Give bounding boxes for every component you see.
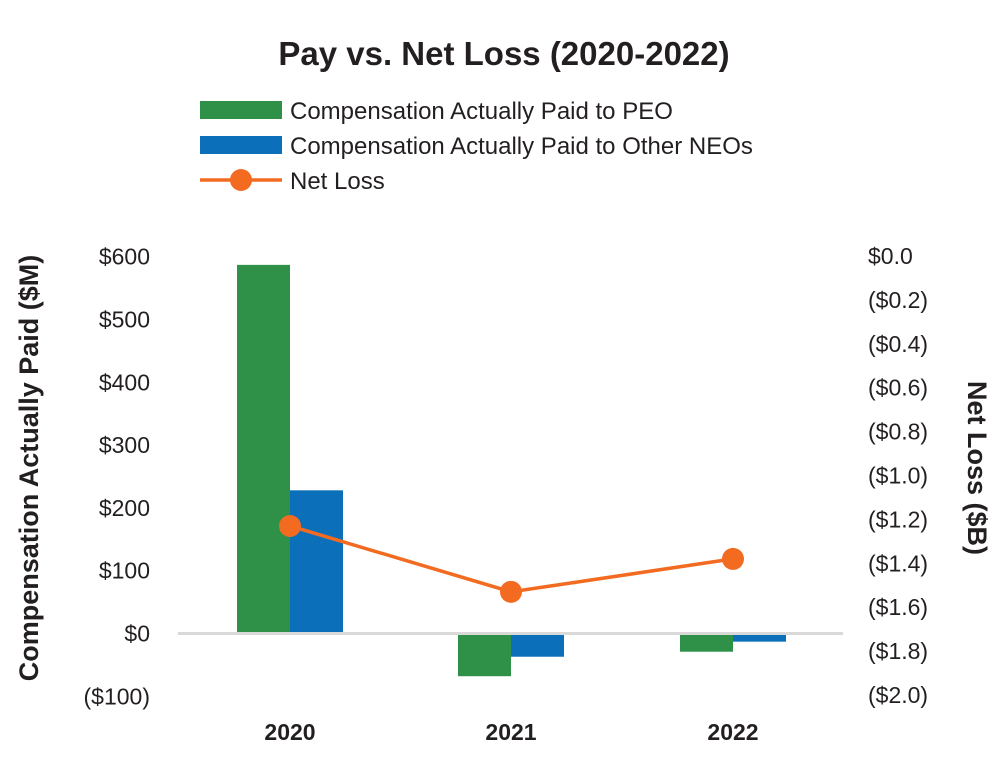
right-tick-label: ($2.0)	[868, 682, 928, 708]
right-tick-label: ($1.2)	[868, 506, 928, 532]
left-axis-title: Compensation Actually Paid ($M)	[14, 255, 44, 682]
legend-swatch	[200, 101, 282, 119]
right-tick-label: ($0.2)	[868, 287, 928, 313]
legend-swatch	[200, 136, 282, 154]
right-tick-label: ($1.4)	[868, 550, 928, 576]
right-tick-label: ($1.8)	[868, 638, 928, 664]
other-neos-bar	[733, 633, 786, 642]
category-label: 2020	[264, 719, 315, 745]
right-tick-label: $0.0	[868, 243, 913, 269]
net-loss-line	[279, 514, 744, 603]
left-tick-label: $400	[99, 369, 150, 395]
other-neos-bar	[290, 490, 343, 634]
legend-label: Compensation Actually Paid to Other NEOs	[290, 133, 753, 160]
left-axis-ticks: $600 $500 $400 $300 $200 $100 $0 ($100)	[84, 244, 150, 710]
right-tick-label: ($0.4)	[868, 331, 928, 357]
left-tick-label: $200	[99, 495, 150, 521]
net-loss-point	[500, 580, 522, 603]
peo-bar	[458, 633, 511, 677]
legend-label: Net Loss	[290, 168, 385, 195]
legend-marker	[230, 169, 252, 191]
left-tick-label: $600	[99, 244, 150, 270]
chart-title: Pay vs. Net Loss (2020-2022)	[278, 35, 729, 72]
left-tick-label: ($100)	[84, 683, 150, 709]
right-tick-label: ($1.6)	[868, 594, 928, 620]
net-loss-point	[722, 547, 744, 570]
left-tick-label: $0	[124, 621, 150, 647]
right-tick-label: ($1.0)	[868, 463, 928, 489]
category-label: 2021	[485, 719, 536, 745]
peo-bar	[237, 264, 290, 634]
peo-bar	[680, 633, 733, 652]
left-tick-label: $100	[99, 558, 150, 584]
legend-label: Compensation Actually Paid to PEO	[290, 98, 673, 125]
left-tick-label: $500	[99, 307, 150, 333]
other-neos-bar	[511, 633, 564, 657]
legend: Compensation Actually Paid to PEO Compens…	[200, 98, 753, 195]
left-tick-label: $300	[99, 432, 150, 458]
category-label: 2022	[707, 719, 758, 745]
category-labels: 2020 2021 2022	[264, 719, 758, 745]
right-axis-title: Net Loss ($B)	[962, 381, 992, 555]
right-tick-label: ($0.8)	[868, 419, 928, 445]
net-loss-point	[279, 514, 301, 537]
right-axis-ticks: $0.0 ($0.2) ($0.4) ($0.6) ($0.8) ($1.0) ($1.2)…	[868, 243, 928, 708]
right-tick-label: ($0.6)	[868, 375, 928, 401]
bars	[237, 264, 786, 677]
